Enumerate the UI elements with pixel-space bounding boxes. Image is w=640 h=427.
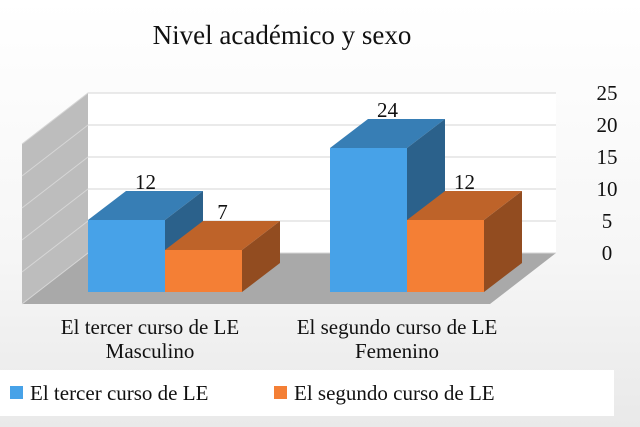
data-label: 12	[454, 170, 475, 194]
y-tick-label: 15	[597, 145, 618, 169]
legend	[0, 370, 614, 416]
data-label: 12	[135, 170, 156, 194]
legend-label: El segundo curso de LE	[294, 381, 495, 405]
bar	[330, 148, 407, 292]
bar-side	[242, 221, 280, 292]
side-wall	[22, 93, 88, 304]
bar-side	[484, 191, 522, 292]
bar-top	[407, 191, 522, 220]
legend-swatch	[274, 386, 287, 399]
bar-top	[165, 221, 280, 250]
x-category-label: El segundo curso de LE	[297, 315, 498, 339]
y-tick-label: 20	[597, 113, 618, 137]
data-label: 24	[377, 98, 399, 122]
bar-top	[88, 191, 203, 220]
y-tick-label: 25	[597, 81, 618, 105]
legend-label: El tercer curso de LE	[30, 381, 208, 405]
y-tick-label: 10	[597, 177, 618, 201]
data-label: 7	[217, 200, 228, 224]
y-tick-label: 5	[602, 209, 613, 233]
legend-swatch	[10, 386, 23, 399]
chart-title: Nivel académico y sexo	[153, 20, 412, 50]
bar	[407, 220, 484, 292]
gridline	[21, 92, 556, 145]
bar	[165, 250, 242, 292]
bar-top	[330, 119, 445, 148]
bar	[88, 220, 165, 292]
x-category-label: Femenino	[355, 339, 439, 363]
x-category-label: Masculino	[106, 339, 195, 363]
x-category-label: El tercer curso de LE	[61, 315, 239, 339]
y-tick-label: 0	[602, 241, 613, 265]
